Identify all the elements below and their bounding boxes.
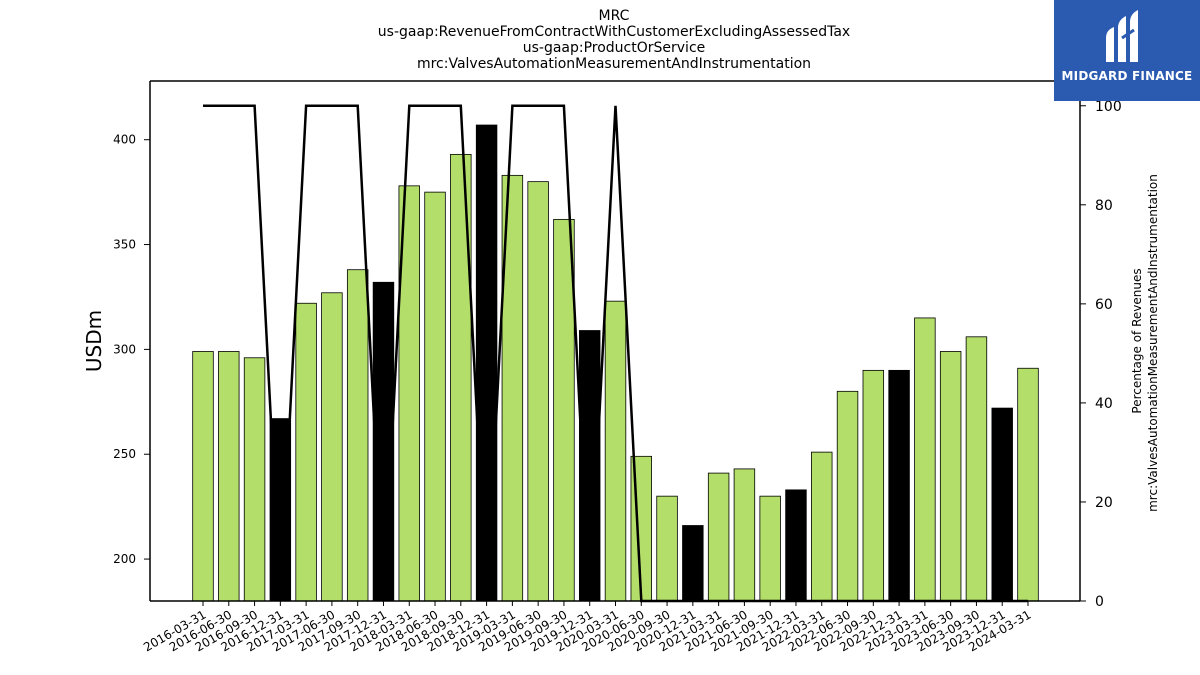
bar [604,300,627,602]
x-axis-ticks: 2016-03-312016-06-302016-09-302016-12-31… [141,601,1034,654]
bar [656,495,678,602]
bar [295,302,317,602]
y-tick-label: 200 [113,552,136,566]
y-axis-right-ticks: 0 20 40 60 80 100 [1080,99,1122,610]
chart-title-line: us-gaap:ProductOrService [523,40,706,56]
y-right-tick-label: 60 [1095,297,1113,313]
y-right-tick-label: 100 [1095,99,1122,115]
y-tick-label: 400 [113,133,136,147]
y-right-tick-label: 40 [1095,396,1113,412]
bar [192,351,214,602]
logo-text: MIDGARD FINANCE [1061,69,1193,83]
bar [733,468,756,602]
bar [243,357,266,602]
bar [707,472,730,602]
bar [1017,367,1039,602]
bar [346,269,369,602]
bar [682,525,704,602]
bar [424,191,446,602]
y-right-tick-label: 20 [1095,495,1113,511]
bar [759,495,781,602]
y-tick-label: 250 [113,447,136,461]
y-tick-label: 300 [113,342,136,356]
y-tick-label: 350 [113,238,136,252]
y-axis-left-ticks: 200 250 300 350 400 [113,133,150,566]
bar [862,369,885,602]
y-axis-label: USDm [82,310,106,372]
bar [991,407,1013,602]
bar [965,336,988,602]
y-axis-right-label: Percentage of Revenues [1130,268,1144,413]
logo-mark-icon [1106,10,1138,62]
bar [914,317,936,602]
bar [888,369,910,602]
bar [218,351,240,602]
chart-title-line: MRC [599,8,630,24]
bar [553,218,575,602]
y-right-tick-label: 80 [1095,198,1113,214]
bar-series [192,124,1039,602]
chart-title-line: us-gaap:RevenueFromContractWithCustomerE… [378,24,850,40]
midgard-finance-logo: MIDGARD FINANCE [1054,0,1200,101]
bar [321,292,343,602]
bar [939,351,962,602]
bar [475,124,498,602]
chart-title-line: mrc:ValvesAutomationMeasurementAndInstru… [417,56,811,72]
bar [785,489,807,602]
y-axis-right-label: mrc:ValvesAutomationMeasurementAndInstru… [1146,174,1160,512]
bar [836,390,859,602]
bar [811,451,833,602]
y-right-tick-label: 0 [1095,594,1104,610]
chart-title: MRC us-gaap:RevenueFromContractWithCusto… [378,8,850,72]
bar [527,181,549,602]
